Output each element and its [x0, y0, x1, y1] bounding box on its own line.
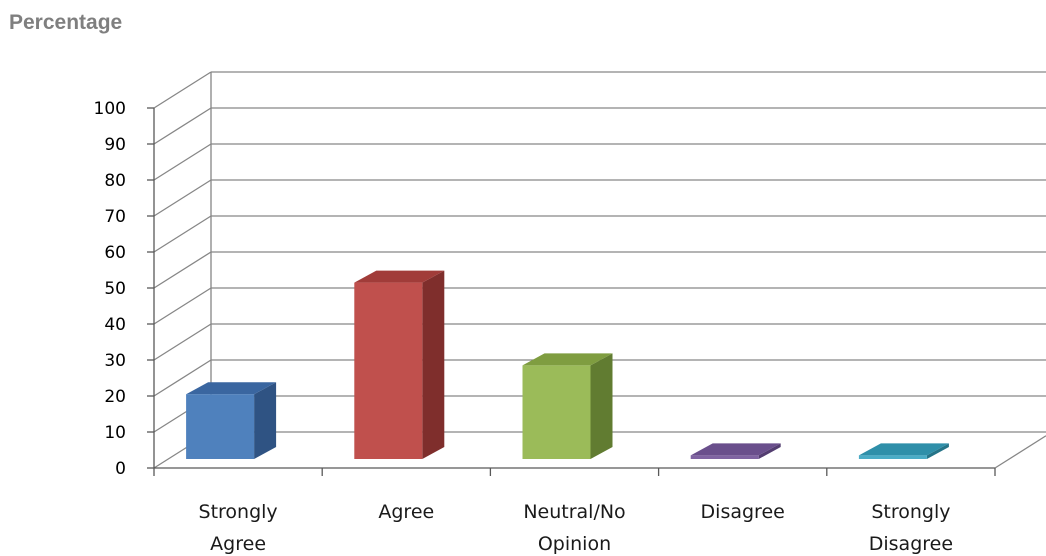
- y-tick-label: 30: [104, 351, 126, 371]
- bar-front-face: [186, 394, 255, 459]
- y-tick-label: 100: [94, 99, 126, 119]
- side-wall-line: [153, 107, 212, 145]
- side-wall-line: [153, 143, 212, 181]
- bars: [186, 270, 949, 459]
- y-tick-label: 90: [104, 135, 126, 155]
- bar-side-face: [254, 382, 277, 459]
- y-tick-label: 10: [104, 423, 126, 443]
- y-tick-label: 60: [104, 243, 126, 263]
- bar-top-face: [354, 270, 445, 283]
- y-tick-label: 0: [115, 459, 126, 479]
- side-wall-line: [153, 323, 212, 361]
- bar-top-face: [186, 382, 277, 395]
- category-label: Strongly Agree: [199, 501, 278, 555]
- bar-side-face: [590, 353, 613, 459]
- bar-front-face: [522, 365, 591, 459]
- bar-front-face: [858, 455, 927, 459]
- bar-top-face: [690, 443, 781, 456]
- category-label: Strongly Disagree: [869, 501, 953, 555]
- bar-front-face: [690, 455, 759, 459]
- side-wall-line: [153, 359, 212, 397]
- bar-top-face: [858, 443, 949, 456]
- bar: [354, 270, 445, 459]
- y-tick-label: 80: [104, 171, 126, 191]
- category-label: Agree: [378, 501, 434, 523]
- side-wall-line: [153, 287, 212, 325]
- y-tick-label: 50: [104, 279, 126, 299]
- bar-side-face: [758, 443, 781, 459]
- bar: [522, 353, 613, 459]
- y-tick-labels: 0 10 20 30 40 50 60 70 80 90 100: [94, 99, 126, 479]
- side-wall-line: [153, 71, 212, 109]
- bar-top-face: [522, 353, 613, 366]
- category-label: Disagree: [701, 501, 785, 523]
- bar: [690, 443, 781, 459]
- side-wall-line: [153, 215, 212, 253]
- y-tick-label: 70: [104, 207, 126, 227]
- bar: [186, 382, 277, 459]
- chart-title: Percentage: [9, 11, 123, 34]
- gridlines: [153, 71, 1046, 469]
- y-tick-label: 40: [104, 315, 126, 335]
- category-labels: Strongly Agree Agree Neutral/No Opinion Disag…: [199, 501, 954, 555]
- side-wall-line: [153, 179, 212, 217]
- side-wall-line: [153, 251, 212, 289]
- bar: [858, 443, 949, 459]
- y-tick-label: 20: [104, 387, 126, 407]
- bar-side-face: [422, 270, 445, 459]
- axes: [147, 72, 1046, 476]
- floor-right-edge: [994, 435, 1046, 469]
- bar-side-face: [926, 443, 949, 459]
- bar-front-face: [354, 282, 423, 459]
- category-label: Neutral/No Opinion: [523, 501, 625, 555]
